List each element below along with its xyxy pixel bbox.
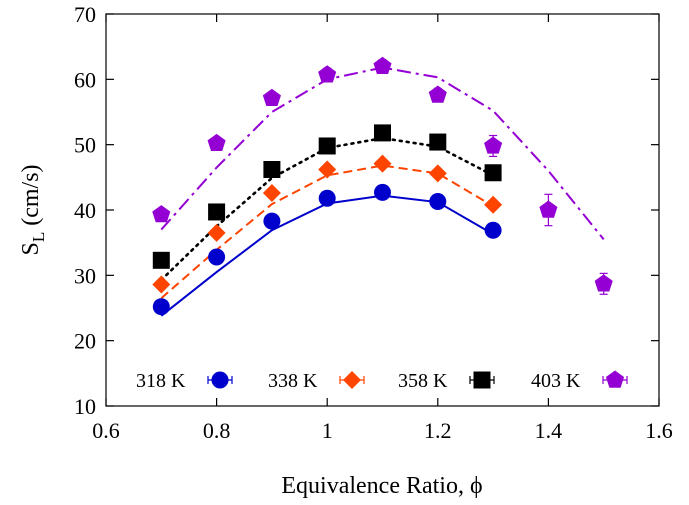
data-point xyxy=(484,221,502,239)
legend-label: 318 K xyxy=(136,370,186,392)
axis-tick-labels: 0.6 0.8 1 1.2 1.4 1.6 10 20 30 40 50 60 70 xyxy=(74,2,673,443)
data-point xyxy=(207,223,226,242)
legend-label: 403 K xyxy=(531,370,581,392)
data-point xyxy=(539,200,558,218)
y-axis-title-main: S xyxy=(18,242,44,255)
data-point xyxy=(373,56,392,74)
data-point xyxy=(318,137,336,155)
data-point xyxy=(374,124,391,142)
data-point xyxy=(208,248,226,266)
y-axis-title-subscript: L xyxy=(29,232,48,242)
y-tick-label: 10 xyxy=(74,394,96,419)
legend-marker xyxy=(605,370,625,388)
data-point xyxy=(262,88,281,106)
x-tick-label: 1.4 xyxy=(535,418,563,443)
data-point xyxy=(318,65,337,83)
y-axis-title-units: (cm/s) xyxy=(18,164,44,231)
y-tick-label: 30 xyxy=(74,263,96,288)
data-point xyxy=(428,164,447,183)
y-tick-label: 60 xyxy=(74,67,96,92)
data-point xyxy=(207,133,226,152)
data-point xyxy=(263,212,281,230)
data-point xyxy=(152,298,170,316)
x-tick-label: 0.6 xyxy=(92,418,120,443)
legend-label: 358 K xyxy=(398,370,448,392)
data-point xyxy=(429,133,447,151)
data-point xyxy=(318,189,336,207)
data-point xyxy=(152,251,170,269)
y-tick-label: 70 xyxy=(74,2,96,27)
data-point xyxy=(263,160,281,178)
legend-marker xyxy=(473,371,491,389)
data-point xyxy=(208,203,226,221)
data-point xyxy=(429,193,447,211)
data-point xyxy=(428,85,447,103)
data-point xyxy=(594,274,613,292)
y-tick-label: 20 xyxy=(74,329,96,354)
axis-ticks xyxy=(105,13,660,407)
data-point xyxy=(484,195,503,214)
data-markers xyxy=(152,56,613,316)
data-point xyxy=(262,184,281,203)
legend: 318 K 338 K 358 K 403 K xyxy=(136,370,628,392)
y-axis-title: SL (cm/s) xyxy=(18,164,48,255)
legend-label: 338 K xyxy=(268,370,318,392)
x-axis-title: Equivalence Ratio, ϕ xyxy=(281,473,482,499)
x-tick-label: 1 xyxy=(322,418,333,443)
fit-line xyxy=(160,66,605,241)
y-tick-label: 50 xyxy=(74,133,96,158)
x-tick-label: 0.8 xyxy=(203,418,231,443)
data-point xyxy=(374,183,391,201)
data-point xyxy=(484,136,503,154)
x-tick-label: 1.6 xyxy=(645,418,673,443)
data-point xyxy=(373,154,392,173)
legend-marker xyxy=(343,371,361,389)
data-point xyxy=(484,164,502,182)
legend-marker xyxy=(211,371,229,389)
y-tick-label: 40 xyxy=(74,198,96,223)
data-point xyxy=(318,160,337,179)
data-point xyxy=(152,205,171,223)
x-tick-label: 1.2 xyxy=(424,418,452,443)
data-point xyxy=(152,275,171,294)
